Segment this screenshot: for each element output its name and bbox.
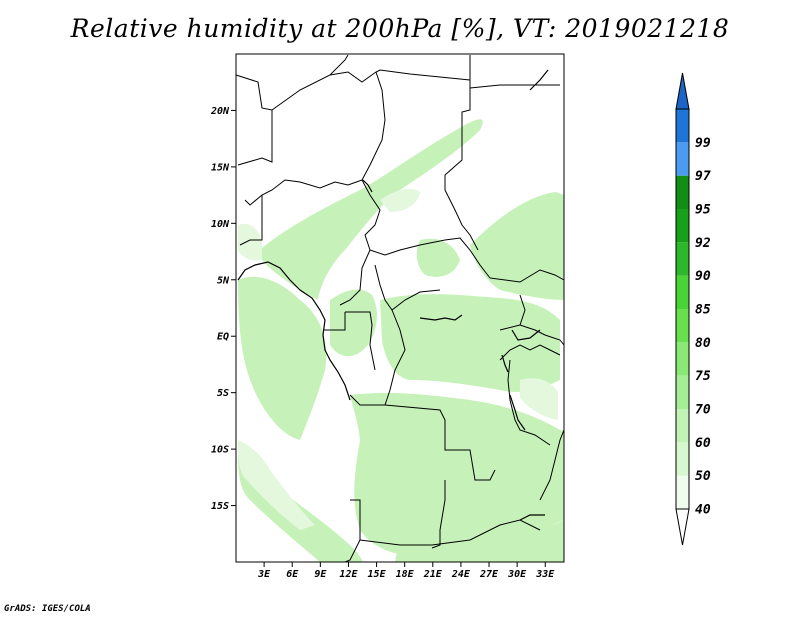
colorbar: 40 50 60 70 75 80 85 90 92 95 97 99 bbox=[675, 72, 711, 546]
colorbar-label: 50 bbox=[695, 469, 711, 484]
lon-tick-label: 3E bbox=[257, 569, 271, 580]
colorbar-segment bbox=[676, 475, 689, 509]
colorbar-bottom-arrow bbox=[675, 508, 690, 546]
colorbar-label: 97 bbox=[695, 169, 711, 184]
grads-credit: GrADS: IGES/COLA bbox=[4, 604, 91, 614]
lon-tick-label: 21E bbox=[423, 569, 443, 580]
lat-tick-label: EQ bbox=[217, 332, 229, 343]
coastlines bbox=[237, 69, 549, 521]
lat-tick-label: 15N bbox=[211, 162, 230, 173]
humidity-shading-light bbox=[238, 188, 558, 530]
lon-tick-label: 24E bbox=[451, 569, 471, 580]
colorbar-segment bbox=[676, 442, 689, 476]
colorbar-label: 40 bbox=[695, 503, 711, 518]
colorbar-label: 90 bbox=[695, 269, 711, 284]
colorbar-segment bbox=[676, 142, 689, 176]
lon-tick-label: 30E bbox=[507, 569, 527, 580]
lat-tick-label: 15S bbox=[211, 501, 229, 512]
longitude-axis: 3E 6E 9E 12E 15E 18E 21E 24E 27E 30E 33E bbox=[257, 562, 555, 580]
colorbar-segment bbox=[676, 375, 689, 409]
colorbar-label: 60 bbox=[695, 436, 711, 451]
colorbar-label: 99 bbox=[695, 136, 711, 151]
lon-tick-label: 27E bbox=[479, 569, 499, 580]
colorbar-top-arrow bbox=[675, 72, 690, 110]
lon-tick-label: 33E bbox=[535, 569, 555, 580]
colorbar-segment bbox=[676, 342, 689, 376]
colorbar-segment bbox=[676, 209, 689, 243]
lon-tick-label: 6E bbox=[286, 569, 299, 580]
lon-tick-label: 15E bbox=[368, 569, 387, 580]
lat-tick-label: 5S bbox=[217, 388, 229, 399]
lon-tick-label: 12E bbox=[339, 569, 358, 580]
colorbar-segment bbox=[676, 309, 689, 343]
lon-tick-label: 9E bbox=[314, 569, 327, 580]
colorbar-segment bbox=[676, 275, 689, 309]
map-frame bbox=[235, 53, 565, 563]
colorbar-label: 85 bbox=[695, 303, 711, 318]
lat-tick-label: 5N bbox=[217, 275, 230, 286]
latitude-axis: 20N 15N 10N 5N EQ 5S 10S 15S bbox=[210, 106, 236, 512]
colorbar-segment bbox=[676, 242, 689, 276]
colorbar-label: 95 bbox=[695, 203, 711, 218]
colorbar-label: 70 bbox=[695, 403, 711, 418]
lat-tick-label: 10S bbox=[211, 445, 229, 456]
lat-tick-label: 10N bbox=[211, 219, 230, 230]
colorbar-label: 80 bbox=[695, 336, 711, 351]
lat-tick-label: 20N bbox=[210, 106, 230, 117]
colorbar-segment bbox=[676, 109, 689, 143]
colorbar-label: 92 bbox=[695, 236, 711, 251]
lon-tick-label: 18E bbox=[396, 569, 415, 580]
country-borders bbox=[235, 54, 565, 563]
map-title: Relative humidity at 200hPa [%], VT: 201… bbox=[70, 14, 730, 43]
colorbar-outline bbox=[675, 108, 690, 510]
colorbar-segment bbox=[676, 409, 689, 443]
colorbar-label: 75 bbox=[695, 369, 711, 384]
colorbar-segment bbox=[676, 175, 689, 209]
